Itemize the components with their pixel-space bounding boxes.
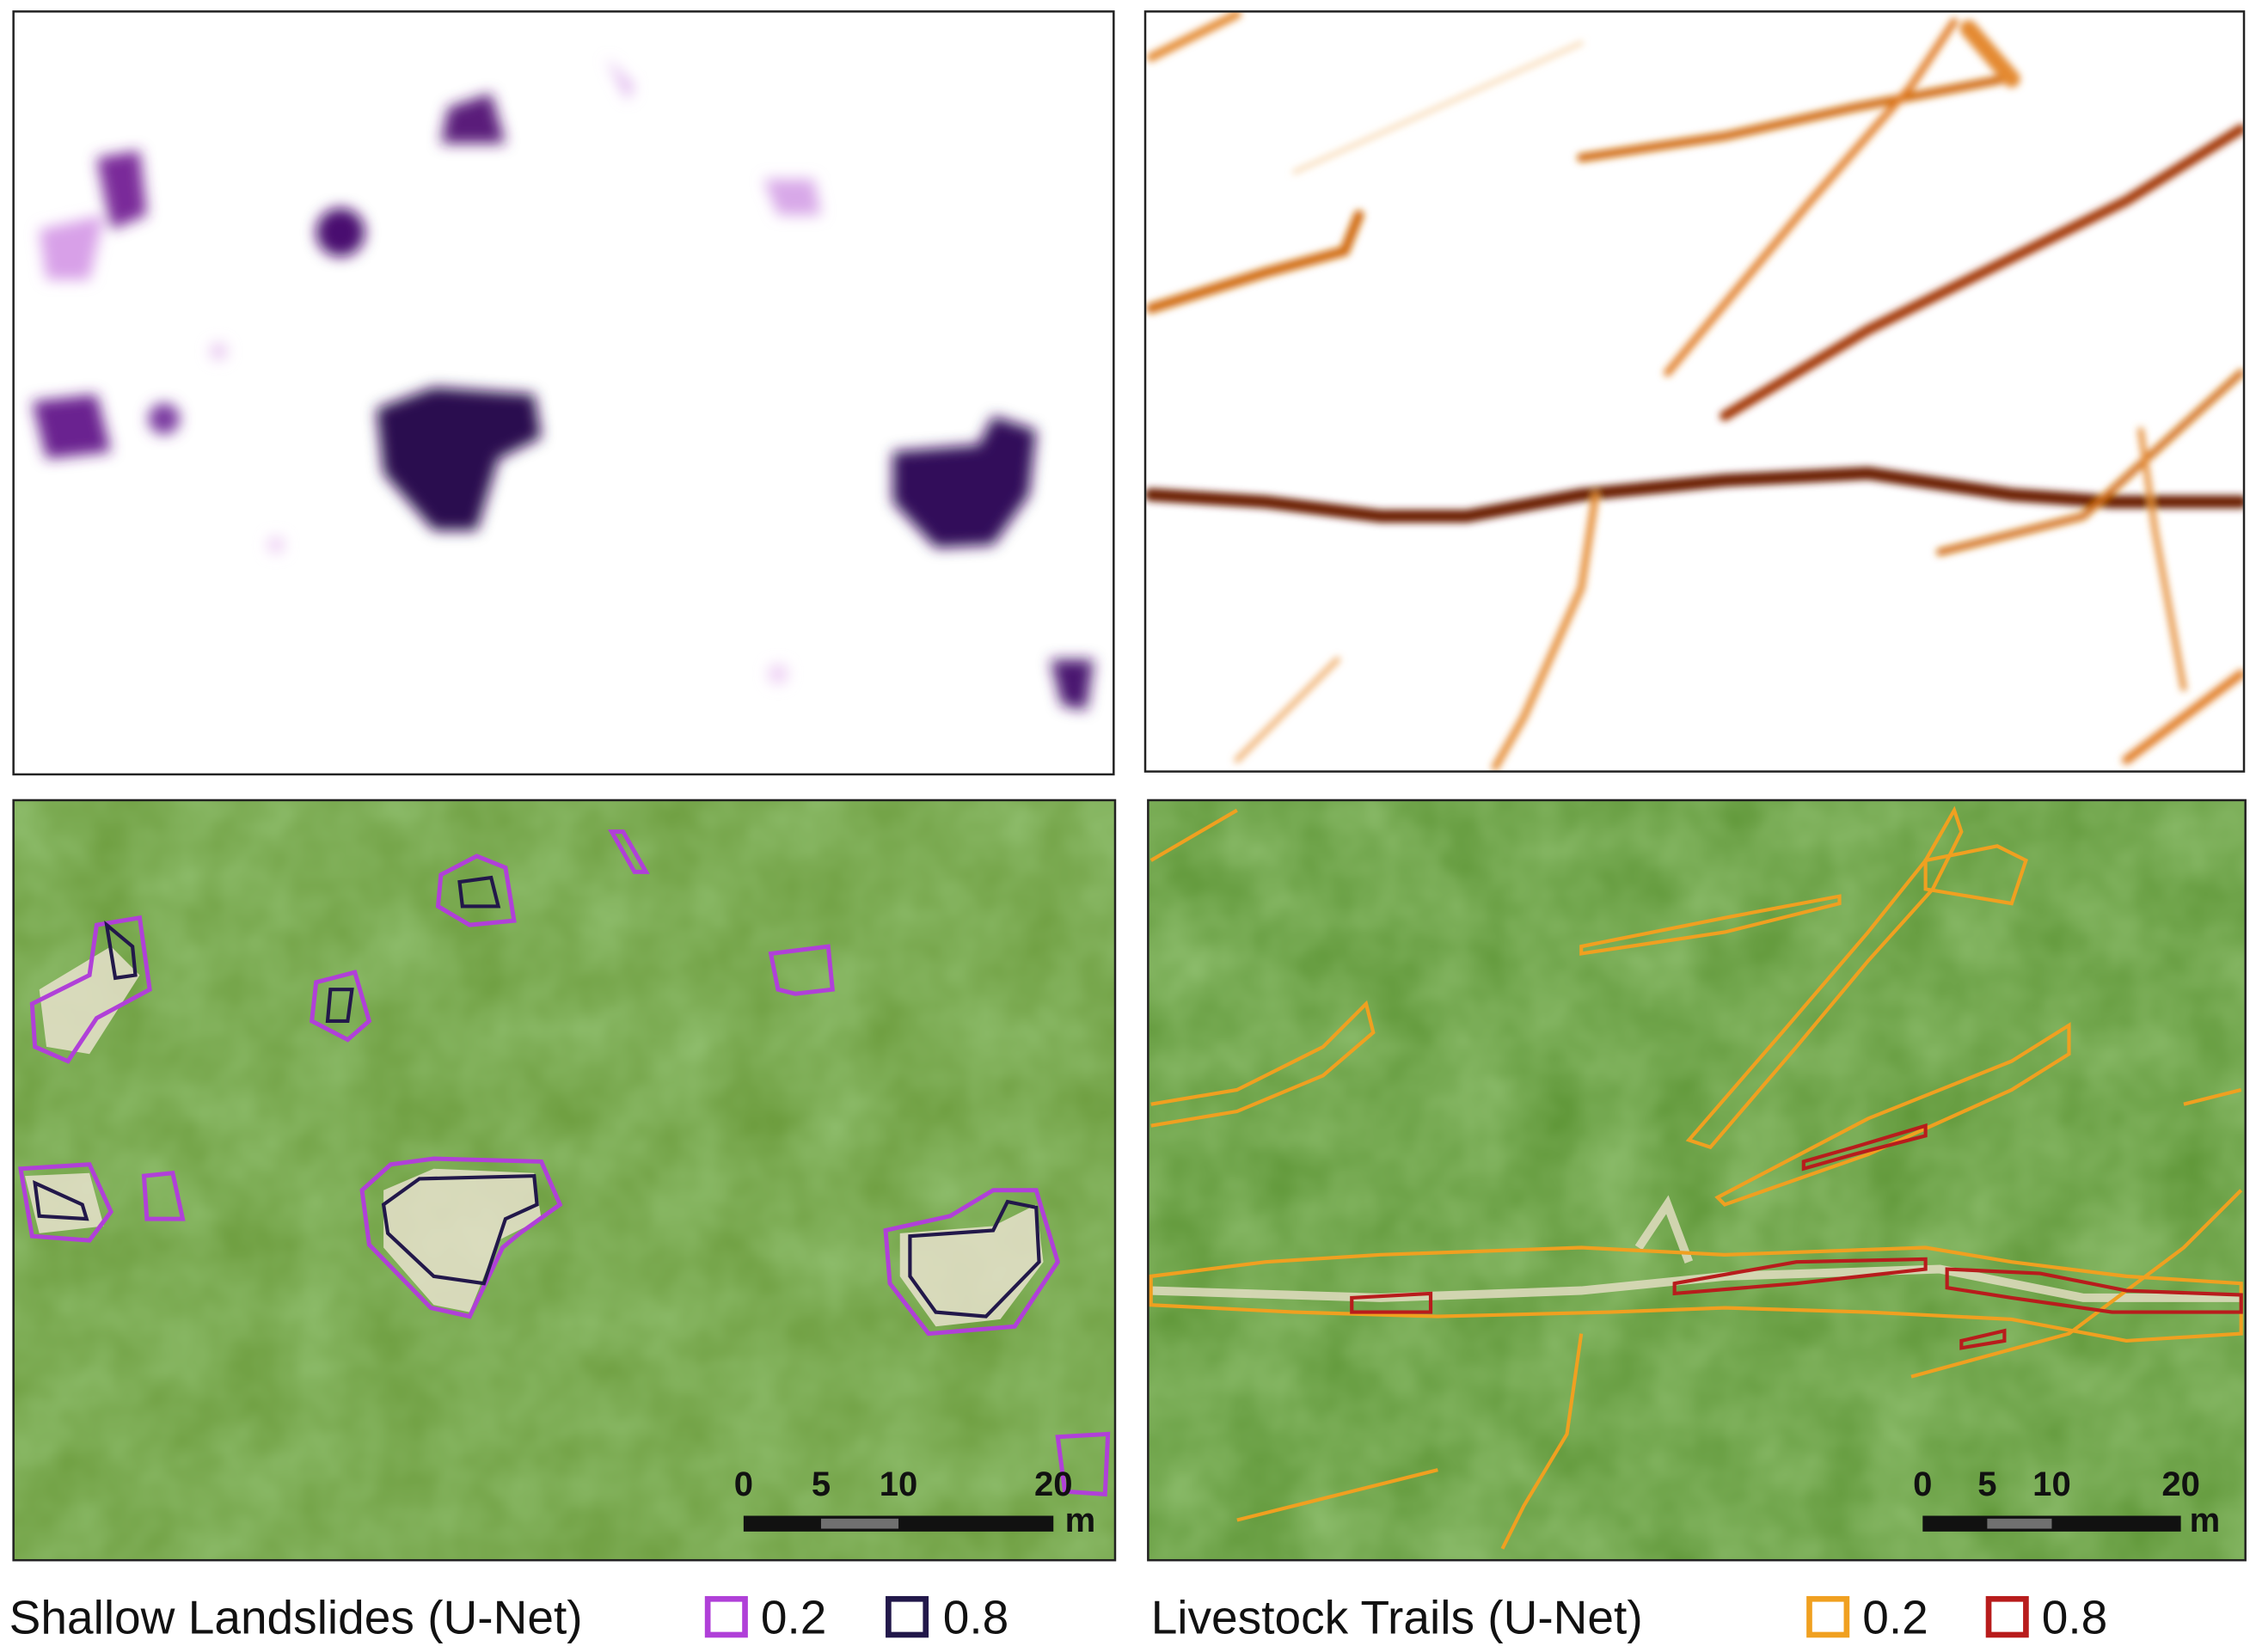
trail-probability-map (1145, 11, 2245, 772)
legend-swatch (1806, 1595, 1850, 1638)
landslide-probability-map (13, 11, 1114, 774)
legend: Livestock Trails (U-Net) 0.2 0.8 (1151, 1590, 2108, 1643)
scale-unit: m (2190, 1502, 2221, 1539)
panel-frame (12, 798, 1117, 1562)
legend-swatch (1985, 1595, 2029, 1638)
panel-frame (1147, 798, 2247, 1562)
legend: Shallow Landslides (U-Net) 0.2 0.8 (9, 1590, 1009, 1643)
legend-label: 0.2 (761, 1590, 827, 1643)
panel-frame (12, 10, 1115, 776)
legend-swatch (886, 1595, 929, 1638)
legend-swatch (704, 1595, 748, 1638)
trail-imagery (1148, 799, 2246, 1561)
scale-label: 0 (734, 1465, 753, 1503)
panel-frame (1143, 10, 2246, 773)
scale-label: 10 (880, 1465, 918, 1503)
scale-label: 10 (2032, 1465, 2071, 1503)
scale-label: 5 (812, 1465, 831, 1503)
legend-title: Shallow Landslides (U-Net) (9, 1590, 583, 1643)
legend-label: 0.8 (2042, 1590, 2108, 1643)
legend-label: 0.8 (943, 1590, 1009, 1643)
scale-label: 0 (1913, 1465, 1932, 1503)
scale-label: 20 (2161, 1465, 2200, 1503)
scale-bar: 0 5 10 20 m (734, 1465, 1095, 1539)
scale-bar: 0 5 10 20 m (1913, 1465, 2220, 1539)
scale-label: 20 (1034, 1465, 1073, 1503)
landslide-imagery (13, 799, 1115, 1561)
legend-title: Livestock Trails (U-Net) (1151, 1590, 1643, 1643)
scale-unit: m (1065, 1502, 1096, 1539)
scale-label: 5 (1977, 1465, 1996, 1503)
legend-label: 0.2 (1862, 1590, 1928, 1643)
